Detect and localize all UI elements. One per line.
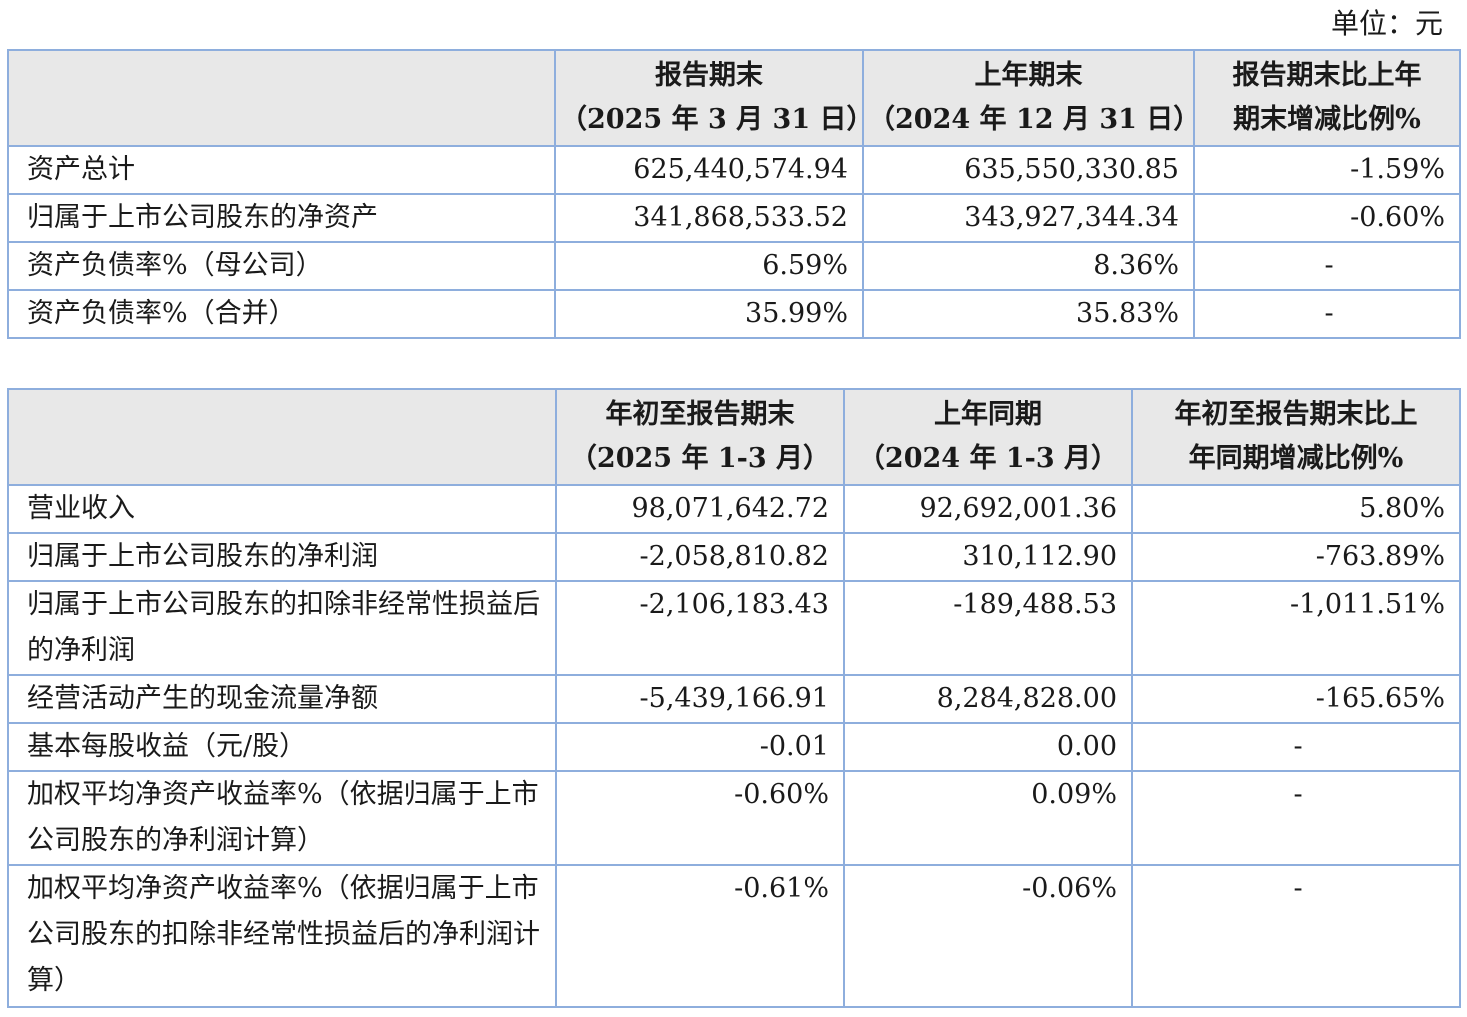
header-cell-change: 年初至报告期末比上 年同期增减比例% (1131, 388, 1461, 486)
current-value: -2,106,183.43 (555, 580, 845, 676)
row-label: 资产负债率%（合并） (7, 289, 556, 339)
current-value: -0.01 (555, 722, 845, 772)
current-value: 625,440,574.94 (554, 145, 864, 195)
row-label: 基本每股收益（元/股） (7, 722, 557, 772)
table-header-row: 年初至报告期末 （2025 年 1-3 月） 上年同期 （2024 年 1-3 … (7, 388, 1461, 486)
header-subtitle: （2024 年 12 月 31 日） (868, 104, 1194, 135)
table-header-row: 报告期末 （2025 年 3 月 31 日） 上年期末 （2024 年 12 月… (7, 49, 1461, 147)
previous-value: 8.36% (862, 241, 1195, 291)
header-subtitle: （2024 年 1-3 月） (857, 443, 1119, 474)
unit-label: 单位：元 (1330, 7, 1443, 40)
change-value: - (1193, 289, 1461, 339)
previous-value: 8,284,828.00 (843, 674, 1133, 724)
table-row: 资产负债率%（合并） 35.99% 35.83% - (7, 289, 1461, 339)
current-value: -2,058,810.82 (555, 532, 845, 582)
current-value: -5,439,166.91 (555, 674, 845, 724)
header-subtitle: 期末增减比例% (1233, 104, 1421, 135)
row-label: 归属于上市公司股东的净资产 (7, 193, 556, 243)
income-statement-table: 年初至报告期末 （2025 年 1-3 月） 上年同期 （2024 年 1-3 … (7, 388, 1461, 1008)
change-value: 5.80% (1131, 484, 1461, 534)
header-title: 上年同期 (934, 399, 1042, 430)
header-cell-previous: 上年期末 （2024 年 12 月 31 日） (862, 49, 1195, 147)
change-value: -1.59% (1193, 145, 1461, 195)
current-value: 341,868,533.52 (554, 193, 864, 243)
table-row: 基本每股收益（元/股） -0.01 0.00 - (7, 722, 1461, 772)
table-row: 资产负债率%（母公司） 6.59% 8.36% - (7, 241, 1461, 291)
row-label: 资产负债率%（母公司） (7, 241, 556, 291)
change-value: - (1131, 864, 1461, 1008)
current-value: -0.60% (555, 770, 845, 866)
change-value: -0.60% (1193, 193, 1461, 243)
table-row: 经营活动产生的现金流量净额 -5,439,166.91 8,284,828.00… (7, 674, 1461, 724)
table-row: 营业收入 98,071,642.72 92,692,001.36 5.80% (7, 484, 1461, 534)
change-value: -165.65% (1131, 674, 1461, 724)
row-label: 加权平均净资产收益率%（依据归属于上市公司股东的扣除非经常性损益后的净利润计算） (7, 864, 557, 1008)
header-cell-current: 年初至报告期末 （2025 年 1-3 月） (555, 388, 845, 486)
previous-value: -0.06% (843, 864, 1133, 1008)
row-label: 归属于上市公司股东的扣除非经常性损益后的净利润 (7, 580, 557, 676)
change-value: - (1131, 770, 1461, 866)
table-row: 资产总计 625,440,574.94 635,550,330.85 -1.59… (7, 145, 1461, 195)
header-empty-cell (7, 388, 557, 486)
header-cell-change: 报告期末比上年 期末增减比例% (1193, 49, 1461, 147)
table-row: 归属于上市公司股东的净资产 341,868,533.52 343,927,344… (7, 193, 1461, 243)
current-value: -0.61% (555, 864, 845, 1008)
current-value: 98,071,642.72 (555, 484, 845, 534)
table-row: 归属于上市公司股东的净利润 -2,058,810.82 310,112.90 -… (7, 532, 1461, 582)
header-subtitle: （2025 年 3 月 31 日） (560, 104, 863, 135)
previous-value: 343,927,344.34 (862, 193, 1195, 243)
previous-value: 0.09% (843, 770, 1133, 866)
previous-value: 35.83% (862, 289, 1195, 339)
row-label: 营业收入 (7, 484, 557, 534)
change-value: -763.89% (1131, 532, 1461, 582)
header-subtitle: 年同期增减比例% (1188, 443, 1404, 474)
change-value: -1,011.51% (1131, 580, 1461, 676)
previous-value: 310,112.90 (843, 532, 1133, 582)
row-label: 经营活动产生的现金流量净额 (7, 674, 557, 724)
table-row: 加权平均净资产收益率%（依据归属于上市公司股东的扣除非经常性损益后的净利润计算）… (7, 864, 1461, 1008)
balance-sheet-table: 报告期末 （2025 年 3 月 31 日） 上年期末 （2024 年 12 月… (7, 49, 1461, 339)
header-title: 报告期末比上年 (1232, 60, 1422, 91)
previous-value: 0.00 (843, 722, 1133, 772)
previous-value: 635,550,330.85 (862, 145, 1195, 195)
header-title: 上年期末 (974, 60, 1083, 91)
table-row: 归属于上市公司股东的扣除非经常性损益后的净利润 -2,106,183.43 -1… (7, 580, 1461, 676)
previous-value: -189,488.53 (843, 580, 1133, 676)
header-cell-current: 报告期末 （2025 年 3 月 31 日） (554, 49, 864, 147)
current-value: 35.99% (554, 289, 864, 339)
row-label: 归属于上市公司股东的净利润 (7, 532, 557, 582)
change-value: - (1193, 241, 1461, 291)
header-title: 年初至报告期末比上 (1174, 399, 1418, 430)
current-value: 6.59% (554, 241, 864, 291)
header-empty-cell (7, 49, 556, 147)
header-title: 年初至报告期末 (605, 399, 795, 430)
row-label: 加权平均净资产收益率%（依据归属于上市公司股东的净利润计算） (7, 770, 557, 866)
previous-value: 92,692,001.36 (843, 484, 1133, 534)
header-cell-previous: 上年同期 （2024 年 1-3 月） (843, 388, 1133, 486)
change-value: - (1131, 722, 1461, 772)
header-subtitle: （2025 年 1-3 月） (569, 443, 831, 474)
row-label: 资产总计 (7, 145, 556, 195)
table-row: 加权平均净资产收益率%（依据归属于上市公司股东的净利润计算） -0.60% 0.… (7, 770, 1461, 866)
header-title: 报告期末 (655, 60, 763, 91)
